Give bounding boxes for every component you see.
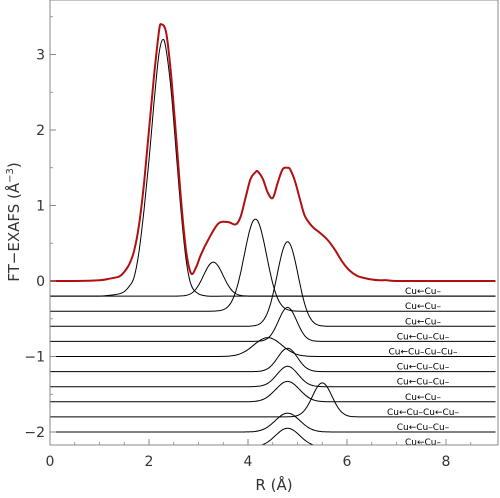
path-label: Cu←Cu–Cu– — [397, 423, 450, 433]
x-tick-label: 4 — [244, 454, 253, 470]
total-fit-curve — [50, 23, 496, 283]
path-component-curve — [50, 347, 496, 373]
path-labels: Cu←Cu–Cu←Cu–Cu←Cu–Cu←Cu–Cu–Cu←Cu–Cu–Cu–C… — [387, 287, 460, 448]
path-label: Cu←Cu– — [405, 393, 442, 403]
path-label: Cu←Cu–Cu– — [397, 363, 450, 373]
x-tick-label: 0 — [46, 454, 55, 470]
component-curves — [50, 218, 496, 445]
x-tick-label: 8 — [442, 454, 451, 470]
path-component-curve — [50, 337, 496, 357]
path-component-curve — [260, 427, 315, 445]
y-tick-label: 0 — [36, 274, 45, 290]
path-component-curve — [50, 382, 496, 418]
path-component-curve — [50, 365, 496, 388]
y-tick-label: 3 — [36, 48, 45, 64]
y-tick-label: 1 — [36, 199, 45, 215]
x-axis-ticks: 0 2 4 6 8 — [46, 439, 472, 470]
y-tick-label: −1 — [24, 350, 45, 366]
first-shell-curve — [50, 38, 496, 297]
plot-frame — [49, 0, 499, 446]
path-label: Cu←Cu– — [405, 317, 442, 327]
path-component-curve — [50, 380, 496, 403]
path-component-curve — [50, 306, 496, 342]
y-axis-label: FT−EXAFS (Å−3) — [4, 162, 23, 282]
path-component-curve — [50, 241, 496, 327]
y-axis-ticks: −2 −1 0 1 2 3 — [24, 16, 56, 441]
path-label: Cu←Cu–Cu– — [397, 378, 450, 388]
path-label: Cu←Cu– — [405, 438, 442, 448]
path-component-curve — [50, 412, 496, 433]
path-label: Cu←Cu–Cu–Cu– — [389, 348, 458, 358]
path-label: Cu←Cu– — [405, 302, 442, 312]
path-component-curve — [50, 218, 496, 312]
path-label: Cu←Cu–Cu– — [397, 332, 450, 342]
x-axis-label: R (Å) — [255, 475, 292, 494]
x-tick-label: 6 — [343, 454, 352, 470]
x-tick-label: 2 — [145, 454, 154, 470]
y-tick-label: 2 — [36, 123, 45, 139]
path-label: Cu←Cu–Cu←Cu– — [387, 408, 460, 418]
path-label: Cu←Cu– — [405, 287, 442, 297]
y-tick-label: −2 — [24, 425, 45, 441]
